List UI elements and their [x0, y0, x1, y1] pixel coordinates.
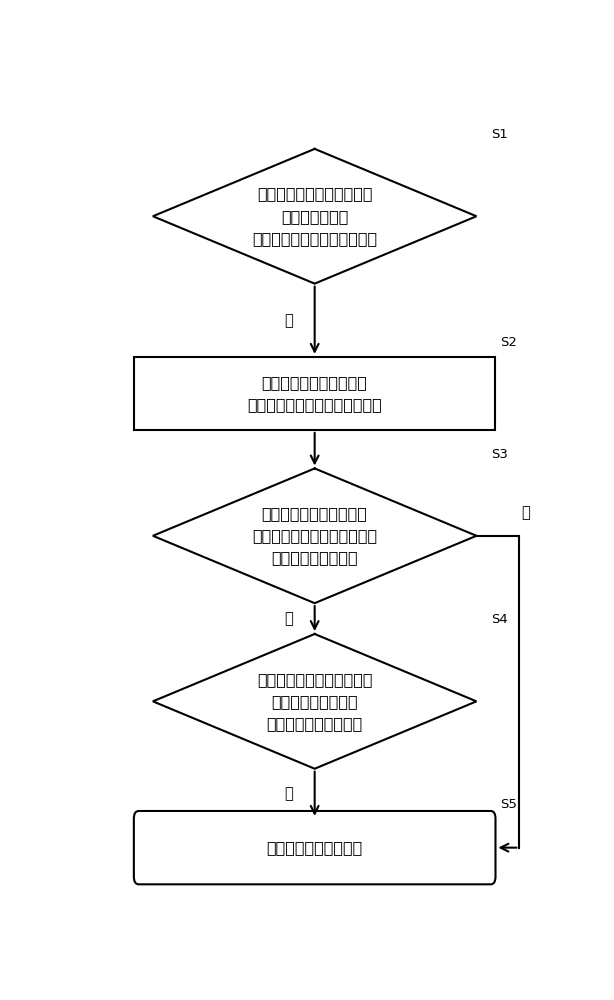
Text: 是: 是	[522, 505, 530, 520]
Text: 将物品的位置和大小对应的
危险等级进行加权，
判断权值是否大于阈值: 将物品的位置和大小对应的 危险等级进行加权， 判断权值是否大于阈值	[257, 672, 373, 731]
Text: S5: S5	[500, 798, 517, 811]
Text: S1: S1	[491, 128, 508, 141]
Text: 是: 是	[284, 313, 293, 328]
Text: 对被测人体太赫兹原始图像
进行图像识别，
判断被检人体是否携带有物品: 对被测人体太赫兹原始图像 进行图像识别， 判断被检人体是否携带有物品	[252, 187, 377, 246]
Text: 提取物品形状、大小以及
所在被检人体的身体部位等信息: 提取物品形状、大小以及 所在被检人体的身体部位等信息	[247, 375, 382, 412]
Text: S2: S2	[500, 336, 517, 349]
Text: 将隐匿物品与预存的危险
物品太赫兹图像库进行匹配，
判断是否为危险物品: 将隐匿物品与预存的危险 物品太赫兹图像库进行匹配， 判断是否为危险物品	[252, 506, 377, 566]
FancyBboxPatch shape	[134, 811, 495, 884]
Text: 是: 是	[284, 786, 293, 801]
Text: S3: S3	[491, 448, 508, 461]
Text: 给出危险报警提示信息: 给出危险报警提示信息	[266, 840, 363, 855]
Text: S4: S4	[491, 613, 508, 626]
Bar	[134, 357, 495, 430]
Text: 否: 否	[284, 611, 293, 626]
